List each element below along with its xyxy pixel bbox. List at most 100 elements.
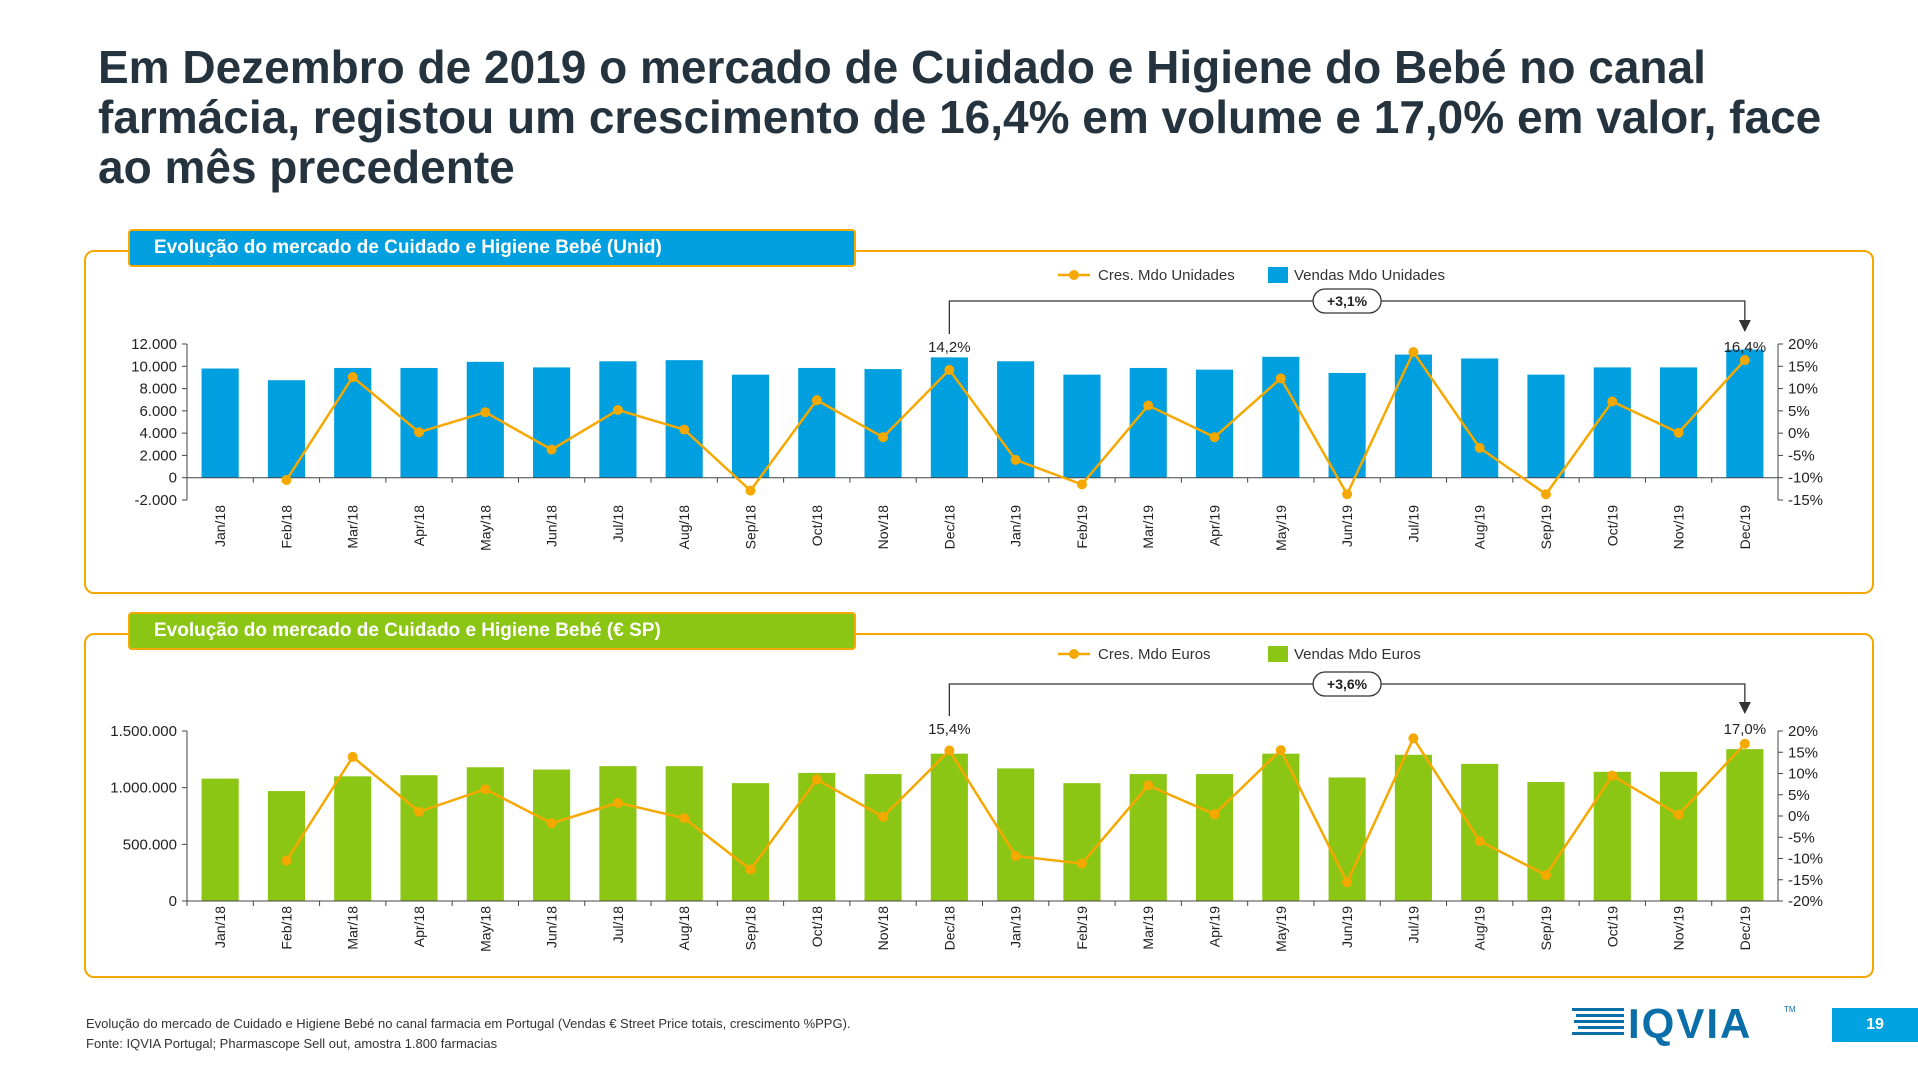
growth-point-Dec/19 <box>1739 355 1750 366</box>
right-tick-label: -10% <box>1788 470 1823 487</box>
bar-Sep/19 <box>1527 374 1565 478</box>
x-tick-label: Sep/18 <box>742 906 758 951</box>
x-tick-label: Jun/18 <box>544 505 560 547</box>
right-tick-label: 5% <box>1788 403 1810 420</box>
bar-Oct/19 <box>1593 771 1631 901</box>
x-tick-label: Apr/18 <box>411 906 427 947</box>
growth-point-Aug/18 <box>679 813 690 824</box>
x-tick-label: Apr/19 <box>1207 906 1223 947</box>
growth-point-Apr/18 <box>414 427 425 438</box>
growth-point-Nov/19 <box>1673 427 1684 438</box>
growth-point-Sep/19 <box>1540 870 1551 881</box>
bar-Jun/18 <box>533 769 571 901</box>
bar-Aug/19 <box>1461 763 1499 901</box>
right-tick-label: -5% <box>1788 447 1815 464</box>
left-tick-label: 500.000 <box>123 836 177 853</box>
bracket-arrow-icon <box>1738 320 1751 332</box>
x-tick-label: Jun/19 <box>1339 505 1355 547</box>
chart-legend: Cres. Mdo Unidades Vendas Mdo Unidades <box>1058 267 1445 284</box>
bar-Sep/19 <box>1527 782 1565 901</box>
right-tick-label: -15% <box>1788 872 1823 889</box>
bar-Dec/19 <box>1726 349 1764 478</box>
bracket-arrow-icon <box>1738 702 1751 714</box>
x-tick-label: Dec/19 <box>1737 906 1753 951</box>
bar-Feb/19 <box>1063 783 1101 901</box>
legend-line-marker <box>1069 649 1079 659</box>
x-tick-label: Nov/18 <box>875 906 891 951</box>
growth-point-May/18 <box>480 407 491 418</box>
right-tick-label: 5% <box>1788 787 1810 804</box>
logo-stripes-icon <box>1572 1008 1624 1035</box>
growth-point-Mar/19 <box>1143 780 1154 791</box>
x-tick-label: Jan/19 <box>1008 505 1024 547</box>
bar-Jun/19 <box>1328 372 1366 478</box>
bar-Jul/19 <box>1394 354 1432 478</box>
bar-Feb/18 <box>267 791 305 901</box>
bar-Jul/18 <box>599 361 637 478</box>
legend-bar-swatch <box>1268 646 1288 662</box>
bar-Mar/18 <box>334 776 372 901</box>
x-tick-label: Sep/19 <box>1538 505 1554 550</box>
growth-point-Jan/19 <box>1010 454 1021 465</box>
x-tick-label: Mar/18 <box>345 906 361 950</box>
growth-point-Feb/18 <box>281 474 292 485</box>
growth-point-Jul/18 <box>612 404 623 415</box>
bar-Apr/19 <box>1195 369 1234 478</box>
right-tick-label: 10% <box>1788 766 1818 783</box>
right-tick-label: 20% <box>1788 336 1818 353</box>
x-tick-label: Dec/19 <box>1737 505 1753 550</box>
bar-Dec/18 <box>930 753 968 901</box>
growth-point-Oct/19 <box>1607 396 1618 407</box>
x-tick-label: Aug/19 <box>1472 906 1488 951</box>
right-tick-label: -15% <box>1788 492 1823 509</box>
bar-Mar/19 <box>1129 774 1167 901</box>
x-tick-label: Mar/19 <box>1140 906 1156 950</box>
right-tick-label: 0% <box>1788 808 1810 825</box>
bar-Aug/18 <box>665 360 703 478</box>
euros-chart-title: Evolução do mercado de Cuidado e Higiene… <box>128 612 856 650</box>
bar-Jan/18 <box>201 368 239 478</box>
logo-wordmark: IQVIA <box>1628 1000 1752 1046</box>
bar-Sep/18 <box>731 783 770 901</box>
units-chart-title: Evolução do mercado de Cuidado e Higiene… <box>128 229 856 267</box>
euros-chart-panel <box>84 633 1874 978</box>
data-label-dec18: 15,4% <box>928 721 971 738</box>
growth-point-Mar/18 <box>347 751 358 762</box>
page-title: Em Dezembro de 2019 o mercado de Cuidado… <box>98 41 1822 193</box>
x-tick-label: Mar/18 <box>345 505 361 549</box>
bar-Jul/18 <box>599 766 637 901</box>
growth-point-Aug/18 <box>679 424 690 435</box>
comparison-bracket: +3,1% <box>948 288 1751 334</box>
left-tick-label: -2.000 <box>134 492 177 509</box>
legend-label-sales: Vendas Mdo Unidades <box>1294 267 1445 284</box>
x-tick-label: Oct/18 <box>809 906 825 947</box>
right-tick-label: 20% <box>1788 723 1818 740</box>
bar-Oct/18 <box>798 367 836 478</box>
growth-point-Oct/18 <box>811 774 822 785</box>
x-tick-label: Feb/18 <box>278 505 294 549</box>
growth-point-Feb/18 <box>281 855 292 866</box>
growth-point-Mar/19 <box>1143 400 1154 411</box>
growth-point-Jul/19 <box>1408 733 1419 744</box>
comparison-bracket: +3,6% <box>948 671 1751 716</box>
x-tick-label: Dec/18 <box>941 505 957 550</box>
x-tick-label: Feb/18 <box>278 906 294 950</box>
bar-Jan/18 <box>201 778 239 901</box>
x-tick-label: Apr/18 <box>411 505 427 546</box>
x-tick-label: Jan/18 <box>212 906 228 948</box>
bar-Jun/18 <box>533 367 571 478</box>
bar-Oct/19 <box>1593 367 1631 478</box>
growth-point-Apr/19 <box>1209 432 1220 443</box>
logo-trademark: TM <box>1784 1005 1796 1014</box>
bar-Nov/19 <box>1660 367 1698 478</box>
growth-point-Jul/19 <box>1408 347 1419 358</box>
growth-point-Apr/18 <box>414 806 425 817</box>
footnote-line-1: Evolução do mercado de Cuidado e Higiene… <box>86 1016 851 1031</box>
legend-bar-swatch <box>1268 267 1288 283</box>
growth-point-May/18 <box>480 784 491 795</box>
annotation-text: +3,1% <box>1327 293 1368 309</box>
legend-line-marker <box>1069 270 1079 280</box>
x-tick-label: Oct/18 <box>809 505 825 546</box>
right-tick-label: -20% <box>1788 893 1823 910</box>
